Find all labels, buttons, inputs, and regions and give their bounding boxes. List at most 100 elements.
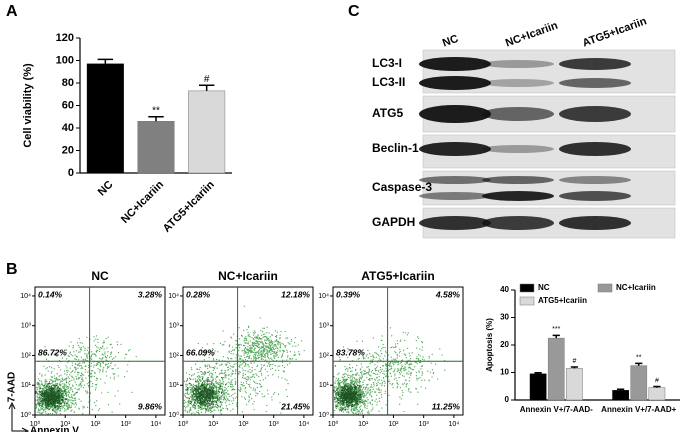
- x-tick-label: 10³: [419, 421, 430, 428]
- y-tick-label: 10: [500, 368, 509, 377]
- x-tick-label: 10²: [90, 421, 101, 428]
- significance-label: #: [572, 358, 576, 365]
- blot-band: [482, 79, 554, 87]
- panel-label: C: [348, 3, 360, 20]
- lane-label: NC: [441, 33, 460, 50]
- x-tick-label: 10⁴: [151, 421, 162, 428]
- quadrant-label: 0.28%: [186, 289, 211, 299]
- legend-swatch: [519, 283, 535, 293]
- legend-label: NC+Icariin: [616, 283, 656, 292]
- y-tick-label: 10⁰: [20, 411, 31, 419]
- lane-label: ATG5+Icariin: [581, 15, 649, 49]
- blot-band: [559, 216, 631, 230]
- blot-band: [559, 142, 631, 156]
- error-bar: [148, 116, 164, 122]
- blot-band: [482, 107, 554, 121]
- x-tick-label: NC+Icariin: [119, 178, 166, 225]
- significance-label: **: [152, 105, 160, 116]
- quadrant-label: 9.86%: [138, 401, 163, 411]
- bar: [648, 387, 666, 401]
- events: [333, 327, 446, 415]
- plot-title: ATG5+Icariin: [361, 269, 434, 283]
- x-tick-label: 10⁰: [328, 420, 339, 428]
- y-tick-label: 10⁴: [20, 293, 31, 300]
- y-tick-label: 10⁴: [168, 293, 179, 300]
- y-tick-label: 10³: [21, 323, 32, 330]
- x-axis-label: Annexin V: [30, 426, 79, 432]
- y-tick-label: 10⁴: [318, 293, 329, 300]
- x-tick-label: 10³: [121, 421, 132, 428]
- blot-band: [559, 176, 631, 184]
- x-tick-label: 10⁴: [449, 421, 460, 428]
- plot-frame: [182, 286, 314, 416]
- y-tick-label: 10²: [319, 352, 330, 359]
- quadrant-label: 66.09%: [186, 347, 215, 357]
- error-bar: [552, 334, 560, 339]
- y-tick-label: 10¹: [169, 382, 180, 389]
- y-tick-label: 80: [62, 77, 74, 89]
- y-tick-label: 20: [62, 144, 74, 156]
- y-tick-label: 40: [500, 285, 509, 294]
- y-tick-label: 0: [68, 167, 74, 179]
- quadrant-label: 4.58%: [435, 289, 461, 299]
- significance-label: #: [204, 74, 210, 85]
- blot-band: [482, 176, 554, 184]
- y-tick-label: 20: [500, 340, 509, 349]
- events-dense: [333, 378, 364, 412]
- y-tick-label: 10¹: [319, 382, 330, 389]
- blot-band: [419, 192, 491, 200]
- bar: [612, 390, 629, 401]
- axis-arrow: [8, 401, 30, 432]
- y-tick-label: 10³: [169, 323, 180, 330]
- y-tick-label: 10²: [169, 352, 180, 359]
- legend-swatch: [597, 283, 613, 293]
- x-tick-label: 10⁰: [178, 420, 189, 428]
- row-label: LC3-I: [372, 56, 402, 70]
- significance-label: ***: [552, 326, 560, 333]
- y-axis-label: Cell viability (%): [22, 63, 34, 148]
- y-tick-label: 30: [500, 313, 509, 322]
- y-tick-label: 0: [505, 395, 510, 404]
- row-label: Beclin-1: [372, 141, 419, 155]
- quadrant-label: 3.28%: [138, 289, 163, 299]
- y-tick-label: 40: [62, 122, 74, 134]
- blot-band: [559, 191, 631, 201]
- significance-label: #: [655, 377, 659, 384]
- y-axis-label: Apoptosis (%): [485, 318, 494, 372]
- lane-label: NC+Icariin: [504, 19, 560, 49]
- y-tick-label: 60: [62, 99, 74, 111]
- y-tick-label: 10³: [319, 323, 330, 330]
- events-dense: [35, 381, 78, 412]
- blot-band: [419, 176, 491, 184]
- error-bar: [616, 388, 625, 391]
- legend-label: ATG5+Icariin: [538, 296, 587, 305]
- quadrant-label: 12.18%: [281, 289, 310, 299]
- bar: [630, 365, 648, 401]
- x-tick-label: 10¹: [60, 421, 71, 428]
- events-dense: [186, 376, 234, 411]
- y-axis-label: 7-AAD: [7, 372, 18, 403]
- plot-title: NC: [91, 269, 109, 283]
- x-tick-label: 10¹: [358, 421, 369, 428]
- legend-swatch: [519, 296, 535, 306]
- blot-band: [419, 216, 491, 230]
- x-tick-label: 10²: [238, 421, 249, 428]
- bar: [188, 90, 226, 174]
- blot-band: [482, 191, 554, 201]
- blot-band: [482, 216, 554, 230]
- error-bar: [534, 372, 542, 374]
- error-bar: [97, 58, 114, 64]
- bar: [137, 121, 175, 174]
- plot-frame: [34, 286, 166, 416]
- blot-band: [419, 105, 491, 123]
- y-tick-label: 10¹: [21, 382, 32, 389]
- row-label: ATG5: [372, 106, 403, 120]
- error-bar: [653, 385, 661, 388]
- panel-label: B: [6, 261, 18, 278]
- legend-label: NC: [538, 283, 550, 292]
- x-tick-label: Annexin V+/7-AAD+: [601, 405, 676, 414]
- blot-band: [559, 106, 631, 122]
- y-tick-label: 10⁰: [318, 411, 329, 419]
- row-label: GAPDH: [372, 215, 415, 229]
